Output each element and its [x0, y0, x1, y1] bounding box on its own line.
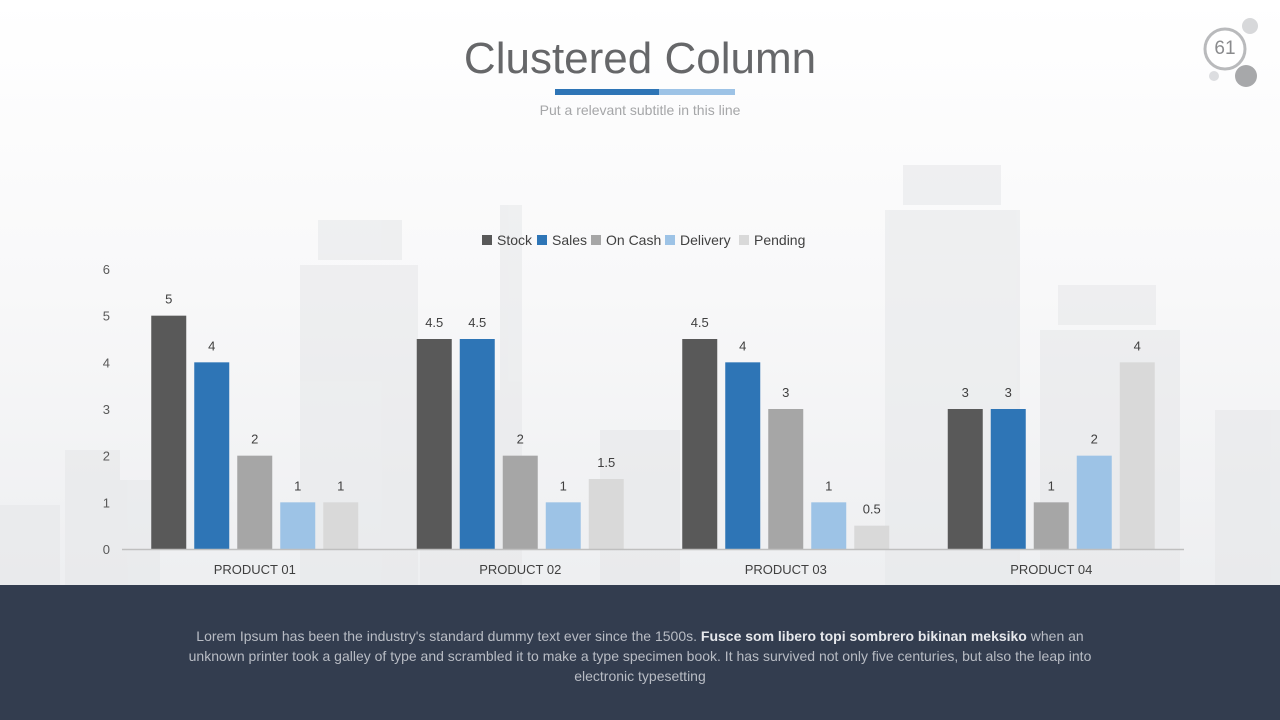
data-label: 2	[251, 432, 258, 447]
x-tick-label: PRODUCT 04	[1010, 562, 1092, 577]
legend-swatch	[739, 235, 749, 245]
data-label: 1	[1048, 478, 1055, 493]
data-label: 1	[560, 478, 567, 493]
y-tick-label: 5	[103, 309, 110, 324]
footer-panel: Lorem Ipsum has been the industry's stan…	[0, 585, 1280, 720]
bar-stock	[151, 315, 187, 549]
bar-delivery	[811, 502, 847, 549]
data-label: 3	[1005, 385, 1012, 400]
data-label: 1	[825, 478, 832, 493]
page-subtitle: Put a relevant subtitle in this line	[539, 102, 741, 118]
legend-swatch	[537, 235, 547, 245]
bar-delivery	[280, 502, 316, 549]
bar-pending	[323, 502, 359, 549]
y-tick-label: 2	[103, 449, 110, 464]
bar-delivery	[1076, 455, 1112, 549]
bar-stock	[682, 339, 718, 549]
data-label: 4	[1134, 338, 1141, 353]
data-label: 1.5	[597, 455, 615, 470]
legend-label: Delivery	[680, 232, 731, 248]
bar-on-cash	[768, 409, 804, 549]
y-tick-label: 3	[103, 402, 110, 417]
legend-label: Pending	[754, 232, 805, 248]
legend-label: Stock	[497, 232, 533, 248]
data-label: 4	[739, 338, 746, 353]
data-label: 4.5	[468, 315, 486, 330]
legend-swatch	[665, 235, 675, 245]
bar-sales	[459, 339, 495, 549]
data-label: 1	[294, 478, 301, 493]
data-label: 2	[517, 432, 524, 447]
title-underline-dark	[555, 89, 659, 95]
legend-label: On Cash	[606, 232, 661, 248]
bar-pending	[854, 525, 890, 549]
bar-sales	[990, 409, 1026, 549]
data-label: 0.5	[863, 502, 881, 517]
data-label: 4.5	[691, 315, 709, 330]
x-tick-label: PRODUCT 03	[745, 562, 827, 577]
y-tick-label: 0	[103, 542, 110, 557]
data-label: 4	[208, 338, 215, 353]
x-tick-label: PRODUCT 01	[214, 562, 296, 577]
footer-text-outro: when an unknown printer took a galley of…	[188, 628, 1092, 684]
legend-swatch	[591, 235, 601, 245]
legend-swatch	[482, 235, 492, 245]
footer-text-bold: Fusce som libero topi sombrero bikinan m…	[700, 628, 1027, 644]
data-label: 1	[337, 478, 344, 493]
legend-label: Sales	[552, 232, 587, 248]
bar-on-cash	[1033, 502, 1069, 549]
bar-on-cash	[502, 455, 538, 549]
clustered-column-chart: 0 1 2 3 4 5 6 5 4 2 1 1 PRODUCT 01 4.5 4.5 2 1 1.5 PRODUCT…	[103, 232, 1184, 577]
y-tick-label: 1	[103, 495, 110, 510]
title-underline-light	[659, 89, 735, 95]
data-label: 3	[962, 385, 969, 400]
bar-on-cash	[237, 455, 273, 549]
bar-delivery	[545, 502, 581, 549]
bar-pending	[1119, 362, 1155, 549]
bar-stock	[416, 339, 452, 549]
y-tick-label: 4	[103, 355, 110, 370]
data-label: 5	[165, 292, 172, 307]
bar-stock	[947, 409, 983, 549]
footer-text: Lorem Ipsum has been the industry's stan…	[170, 626, 1110, 686]
bar-sales	[725, 362, 761, 549]
page-number-badge-icon	[1203, 18, 1258, 87]
page-number: 61	[1214, 38, 1236, 59]
data-label: 2	[1091, 432, 1098, 447]
x-tick-label: PRODUCT 02	[479, 562, 561, 577]
data-label: 3	[782, 385, 789, 400]
page-title: Clustered Column	[463, 34, 817, 83]
bar-sales	[194, 362, 230, 549]
title-underline	[555, 89, 735, 95]
skyline-background	[0, 165, 1280, 585]
footer-text-intro: Lorem Ipsum has been the industry's stan…	[196, 628, 701, 644]
y-tick-label: 6	[103, 262, 110, 277]
bar-pending	[588, 479, 624, 549]
data-label: 4.5	[425, 315, 443, 330]
